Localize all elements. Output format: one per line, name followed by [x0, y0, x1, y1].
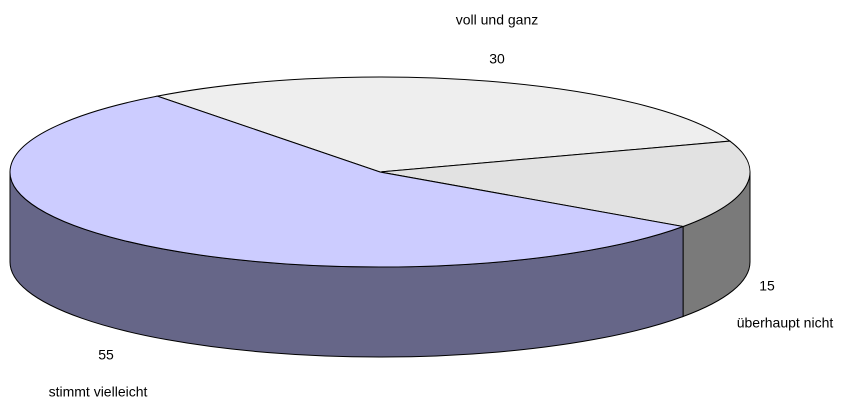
data-label: 30 — [489, 51, 505, 67]
pie-slice — [379, 140, 751, 228]
pie-slice — [155, 76, 732, 173]
pie-slice — [9, 95, 685, 268]
data-label: 55 — [98, 347, 114, 363]
data-label: 15 — [759, 278, 775, 294]
category-label: überhaupt nicht — [737, 315, 834, 331]
category-label: stimmt vielleicht — [49, 384, 148, 400]
category-label: voll und ganz — [456, 12, 539, 28]
